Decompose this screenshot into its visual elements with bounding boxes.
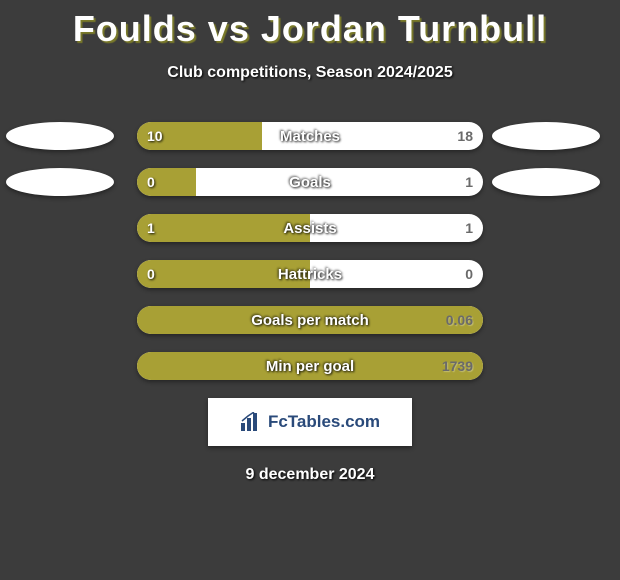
- stat-bar: 1Assists1: [137, 214, 483, 242]
- stat-row: Min per goal1739: [0, 352, 620, 380]
- stat-label: Hattricks: [137, 260, 483, 288]
- stat-right-value: 0.06: [446, 306, 473, 334]
- stat-label: Goals: [137, 168, 483, 196]
- stat-row: 0Hattricks0: [0, 260, 620, 288]
- stat-bar: Min per goal1739: [137, 352, 483, 380]
- stat-right-value: 18: [457, 122, 473, 150]
- stat-right-value: 1: [465, 168, 473, 196]
- stat-bar: 0Goals1: [137, 168, 483, 196]
- stat-label: Min per goal: [137, 352, 483, 380]
- stat-label: Assists: [137, 214, 483, 242]
- player-badge-right: [492, 168, 600, 196]
- stat-row: Goals per match0.06: [0, 306, 620, 334]
- brand-text: FcTables.com: [268, 412, 380, 432]
- player-badge-left: [6, 168, 114, 196]
- stat-right-value: 1739: [442, 352, 473, 380]
- stat-row: 0Goals1: [0, 168, 620, 196]
- stat-label: Matches: [137, 122, 483, 150]
- stat-bar: Goals per match0.06: [137, 306, 483, 334]
- stat-right-value: 1: [465, 214, 473, 242]
- stats-area: 10Matches180Goals11Assists10Hattricks0Go…: [0, 122, 620, 380]
- player-badge-right: [492, 122, 600, 150]
- stat-right-value: 0: [465, 260, 473, 288]
- stat-row: 1Assists1: [0, 214, 620, 242]
- subtitle: Club competitions, Season 2024/2025: [0, 64, 620, 82]
- player-badge-left: [6, 122, 114, 150]
- brand-badge: FcTables.com: [208, 398, 412, 446]
- chart-bars-icon: [240, 412, 262, 432]
- comparison-infographic: Foulds vs Jordan Turnbull Club competiti…: [0, 0, 620, 484]
- stat-bar: 10Matches18: [137, 122, 483, 150]
- stat-bar: 0Hattricks0: [137, 260, 483, 288]
- footer-date: 9 december 2024: [0, 466, 620, 484]
- page-title: Foulds vs Jordan Turnbull: [0, 8, 620, 50]
- stat-label: Goals per match: [137, 306, 483, 334]
- stat-row: 10Matches18: [0, 122, 620, 150]
